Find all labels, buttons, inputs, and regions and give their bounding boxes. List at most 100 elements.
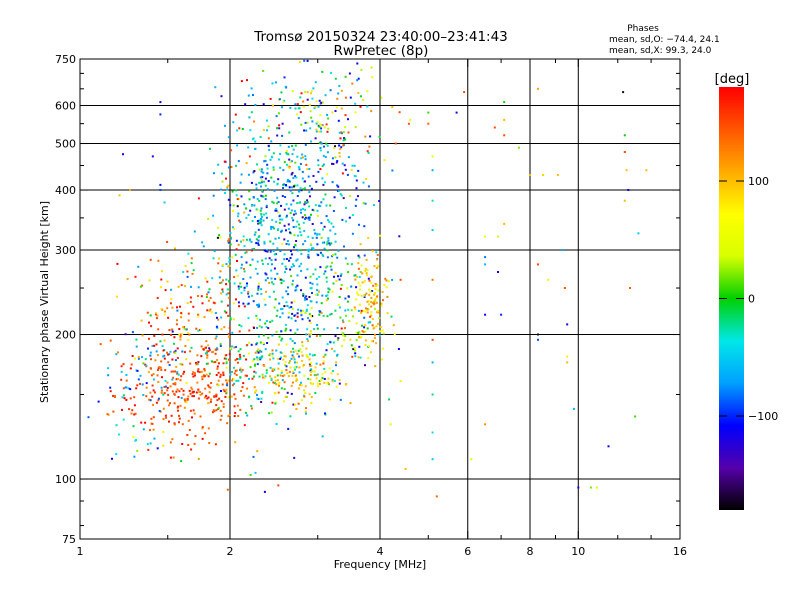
data-point bbox=[289, 212, 292, 214]
data-point bbox=[290, 275, 293, 278]
data-point bbox=[167, 361, 170, 364]
data-point bbox=[285, 150, 288, 152]
data-point bbox=[142, 362, 145, 365]
data-point bbox=[288, 370, 291, 373]
data-point bbox=[261, 259, 264, 262]
data-point bbox=[315, 335, 318, 337]
data-point bbox=[299, 231, 302, 234]
data-point bbox=[280, 279, 283, 282]
data-point bbox=[275, 330, 278, 333]
data-point bbox=[324, 353, 327, 356]
data-point bbox=[399, 278, 402, 281]
data-point bbox=[148, 337, 150, 340]
data-point bbox=[291, 307, 294, 310]
data-point bbox=[262, 376, 264, 379]
data-point bbox=[195, 391, 198, 394]
data-point bbox=[133, 404, 136, 407]
data-point bbox=[227, 241, 230, 244]
data-point bbox=[231, 371, 233, 373]
data-point bbox=[272, 283, 275, 286]
data-point bbox=[292, 264, 295, 267]
data-point bbox=[125, 398, 128, 401]
data-point bbox=[299, 96, 302, 99]
data-point bbox=[370, 301, 373, 303]
data-point bbox=[232, 209, 234, 212]
data-point bbox=[266, 250, 269, 253]
y-tick-label: 600 bbox=[55, 100, 76, 113]
data-point bbox=[260, 185, 262, 188]
data-point bbox=[354, 204, 357, 207]
data-point bbox=[336, 184, 339, 187]
data-point bbox=[283, 238, 286, 241]
data-point bbox=[305, 202, 308, 205]
data-point bbox=[137, 356, 140, 359]
data-point bbox=[206, 280, 209, 283]
data-point bbox=[129, 367, 132, 370]
data-point bbox=[237, 215, 239, 218]
data-point bbox=[331, 157, 334, 160]
data-point bbox=[285, 290, 288, 293]
data-point bbox=[381, 291, 384, 293]
data-point bbox=[240, 369, 243, 372]
data-point bbox=[277, 379, 279, 382]
data-point bbox=[332, 282, 335, 285]
data-point bbox=[199, 393, 202, 396]
data-point bbox=[130, 412, 133, 415]
data-point bbox=[206, 354, 209, 357]
data-point bbox=[248, 329, 251, 332]
data-point bbox=[326, 241, 329, 244]
data-point bbox=[237, 160, 240, 163]
data-point bbox=[306, 268, 309, 271]
data-point bbox=[296, 195, 299, 197]
data-point bbox=[166, 241, 169, 243]
data-point bbox=[253, 370, 256, 373]
data-point bbox=[374, 288, 377, 290]
data-point bbox=[254, 363, 257, 366]
data-point bbox=[225, 354, 228, 357]
data-point bbox=[149, 429, 151, 432]
data-point bbox=[320, 127, 323, 130]
data-point bbox=[300, 234, 303, 237]
data-point bbox=[220, 316, 223, 319]
data-point bbox=[343, 339, 346, 342]
data-point bbox=[366, 311, 369, 314]
data-point bbox=[344, 75, 347, 78]
data-point bbox=[274, 81, 277, 84]
data-point bbox=[250, 240, 253, 243]
data-point bbox=[225, 366, 228, 369]
data-point bbox=[289, 268, 292, 271]
data-point bbox=[133, 413, 136, 416]
data-point bbox=[275, 349, 278, 352]
data-point bbox=[375, 284, 378, 287]
data-point bbox=[243, 286, 246, 289]
data-point bbox=[169, 441, 172, 444]
data-point bbox=[249, 129, 252, 132]
data-point bbox=[311, 97, 314, 100]
data-point bbox=[277, 367, 280, 370]
data-point bbox=[278, 335, 281, 338]
data-point bbox=[260, 220, 262, 223]
data-point bbox=[362, 310, 365, 313]
data-point bbox=[291, 370, 294, 373]
data-point bbox=[367, 152, 370, 154]
data-point bbox=[269, 375, 272, 378]
data-point bbox=[216, 236, 219, 239]
colorbar-tick-label: 0 bbox=[748, 293, 755, 306]
data-point bbox=[303, 374, 306, 377]
data-point bbox=[249, 209, 252, 212]
data-point bbox=[256, 272, 259, 275]
data-point bbox=[292, 403, 295, 406]
data-point bbox=[233, 393, 236, 396]
data-point bbox=[186, 434, 189, 436]
data-point bbox=[301, 318, 304, 321]
data-point bbox=[310, 213, 312, 216]
data-point bbox=[323, 145, 325, 148]
data-point bbox=[316, 382, 319, 385]
data-point bbox=[349, 96, 352, 99]
data-point bbox=[327, 383, 330, 386]
legend-title: Phases bbox=[627, 24, 659, 34]
data-point bbox=[227, 184, 230, 187]
data-point bbox=[377, 311, 380, 314]
